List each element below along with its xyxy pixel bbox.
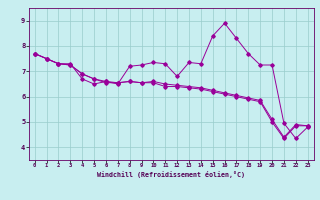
X-axis label: Windchill (Refroidissement éolien,°C): Windchill (Refroidissement éolien,°C): [97, 171, 245, 178]
